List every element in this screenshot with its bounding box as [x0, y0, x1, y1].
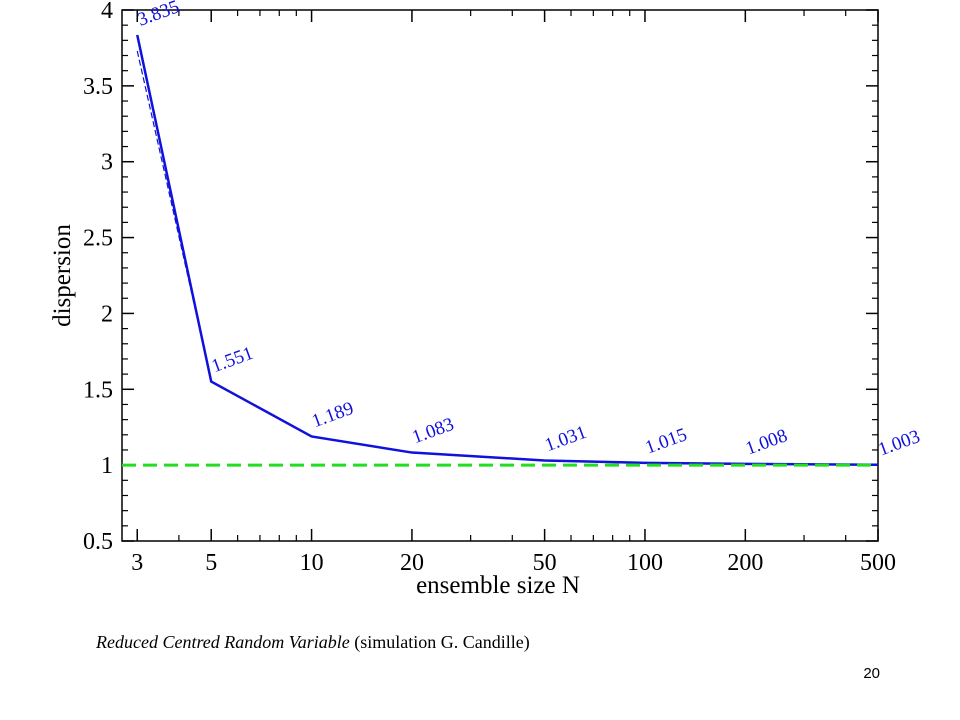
data-label: 1.015 — [642, 424, 689, 458]
x-tick-label: 500 — [860, 550, 896, 576]
y-tick-label: 4 — [101, 0, 113, 24]
x-tick-label: 10 — [300, 550, 324, 576]
y-tick-label: 1.5 — [83, 377, 113, 403]
figure-caption: Reduced Centred Random Variable (simulat… — [96, 632, 530, 653]
y-tick-label: 1 — [101, 453, 113, 479]
plot-frame — [121, 9, 879, 542]
data-label: 1.031 — [542, 422, 589, 456]
series-layer — [122, 34, 879, 467]
page-number: 20 — [863, 665, 880, 682]
x-tick-label: 100 — [627, 550, 663, 576]
y-tick-label: 0.5 — [83, 529, 113, 555]
caption-italic: Reduced Centred Random Variable — [96, 632, 350, 652]
y-tick-label: 3.5 — [83, 74, 113, 100]
data-label: 1.003 — [876, 426, 923, 460]
x-tick-label: 200 — [727, 550, 763, 576]
x-tick-label: 50 — [533, 550, 557, 576]
data-label: 1.551 — [209, 343, 256, 377]
data-label: 3.835 — [135, 0, 182, 31]
x-axis-title: ensemble size N — [416, 572, 580, 599]
y-axis-title: dispersion — [49, 224, 76, 327]
series-line — [136, 34, 879, 466]
x-tick-label: 5 — [205, 550, 217, 576]
x-tick-label: 3 — [131, 550, 143, 576]
y-tick-label: 2 — [101, 301, 113, 327]
labels-layer: 3.835 1.551 1.189 1.083 1.031 1.015 1.008 1.003 — [135, 0, 923, 460]
data-label: 1.083 — [409, 414, 456, 448]
data-label: 1.189 — [309, 398, 356, 432]
y-tick-label: 3 — [101, 150, 113, 176]
series-dashed-line — [136, 50, 212, 381]
x-tick-label: 20 — [400, 550, 424, 576]
caption-rest: (simulation G. Candille) — [349, 632, 530, 652]
ticks-layer: 3 5 10 20 50 100 200 500 0.5 1 1.5 2 2.5 3 3.5 4 — [83, 0, 896, 576]
data-label: 1.008 — [743, 425, 790, 459]
dispersion-chart: 3 5 10 20 50 100 200 500 0.5 1 1.5 2 2.5 3 3.5 4 3.835 1… — [49, 0, 923, 599]
y-tick-label: 2.5 — [83, 226, 113, 252]
